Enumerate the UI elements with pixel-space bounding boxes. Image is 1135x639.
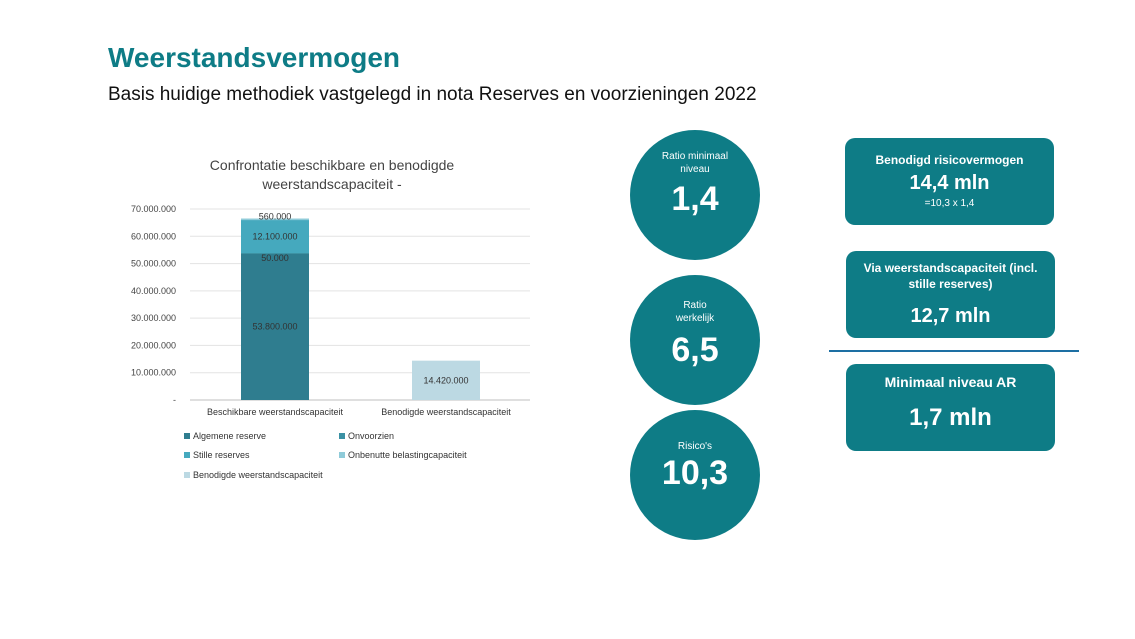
ratio-actual-label: Ratio werkelijk bbox=[675, 300, 715, 324]
ratio-minimum-label: Ratio minimaal niveau bbox=[661, 151, 729, 175]
minimum-level-value: 1,7 mln bbox=[909, 404, 992, 431]
chart-x-ticks: Beschikbare weerstandscapaciteit Benodigd… bbox=[207, 407, 511, 417]
legend-label: Onvoorzien bbox=[348, 431, 394, 441]
x-tick-label: Beschikbare weerstandscapaciteit bbox=[207, 407, 344, 417]
legend-label: Stille reserves bbox=[193, 450, 250, 460]
resistance-capacity-value: 12,7 mln bbox=[910, 305, 991, 327]
legend-swatch bbox=[339, 433, 345, 439]
y-tick-label: 70.000.000 bbox=[131, 204, 176, 214]
capacity-chart: 53.800.000 50.000 12.100.000 560.000 14.420.… bbox=[131, 157, 530, 480]
legend-swatch bbox=[339, 452, 345, 458]
minimum-level-label: Minimaal niveau AR bbox=[884, 374, 1017, 390]
risks-value: 10,3 bbox=[661, 454, 729, 492]
chart-title-line-2: weerstandscapaciteit - bbox=[261, 176, 402, 192]
y-tick-label: 60.000.000 bbox=[131, 231, 176, 241]
chart-bars: 53.800.000 50.000 12.100.000 560.000 14.420.… bbox=[241, 212, 480, 400]
legend-swatch bbox=[184, 472, 190, 478]
ratio-minimum-value: 1,4 bbox=[671, 180, 719, 218]
required-capacity-value: 14,4 mln bbox=[909, 172, 990, 194]
ratio-actual-value: 6,5 bbox=[671, 331, 719, 369]
legend-label: Benodigde weerstandscapaciteit bbox=[193, 470, 323, 480]
data-label: 560.000 bbox=[259, 212, 292, 222]
resistance-capacity-label: Via weerstandscapaciteit (incl. stille r… bbox=[863, 261, 1038, 291]
risks-circle: Risico's 10,3 bbox=[630, 410, 760, 540]
required-capacity-note: =10,3 x 1,4 bbox=[924, 198, 975, 209]
bar-segment bbox=[241, 253, 309, 400]
data-label: 50.000 bbox=[261, 253, 289, 263]
data-label: 14.420.000 bbox=[423, 375, 468, 385]
minimum-level-box: Minimaal niveau AR 1,7 mln bbox=[846, 364, 1055, 451]
legend-label: Algemene reserve bbox=[193, 431, 266, 441]
required-capacity-box: Benodigd risicovermogen 14,4 mln =10,3 x… bbox=[845, 138, 1054, 225]
y-tick-label: 50.000.000 bbox=[131, 259, 176, 269]
ratio-actual-circle: Ratio werkelijk 6,5 bbox=[630, 275, 760, 405]
data-label: 53.800.000 bbox=[252, 322, 297, 332]
chart-title: Confrontatie beschikbare en benodigde bbox=[210, 157, 455, 173]
y-tick-label: 10.000.000 bbox=[131, 368, 176, 378]
bar-segment bbox=[241, 220, 309, 254]
data-label: 12.100.000 bbox=[252, 232, 297, 242]
legend-label: Onbenutte belastingcapaciteit bbox=[348, 450, 467, 460]
bar-segment bbox=[241, 218, 309, 221]
chart-y-ticks: - 10.000.000 20.000.000 30.000.000 40.000.00… bbox=[131, 204, 176, 405]
y-tick-label: 40.000.000 bbox=[131, 286, 176, 296]
y-tick-label: 20.000.000 bbox=[131, 340, 176, 350]
required-capacity-label: Benodigd risicovermogen bbox=[875, 153, 1024, 167]
divider-line bbox=[829, 350, 1079, 352]
y-tick-label: 30.000.000 bbox=[131, 313, 176, 323]
ratio-minimum-circle: Ratio minimaal niveau 1,4 bbox=[630, 130, 760, 260]
legend-swatch bbox=[184, 433, 190, 439]
page-subtitle: Basis huidige methodiek vastgelegd in no… bbox=[108, 84, 757, 105]
x-tick-label: Benodigde weerstandscapaciteit bbox=[381, 407, 511, 417]
y-tick-label: - bbox=[173, 395, 176, 405]
resistance-capacity-box: Via weerstandscapaciteit (incl. stille r… bbox=[846, 251, 1055, 338]
bar-segment bbox=[241, 253, 309, 254]
page-title: Weerstandsvermogen bbox=[108, 42, 401, 73]
bar-segment bbox=[412, 360, 480, 400]
chart-legend: Algemene reserve Onvoorzien Stille reserve… bbox=[184, 431, 467, 480]
risks-label: Risico's bbox=[677, 441, 713, 452]
legend-swatch bbox=[184, 452, 190, 458]
